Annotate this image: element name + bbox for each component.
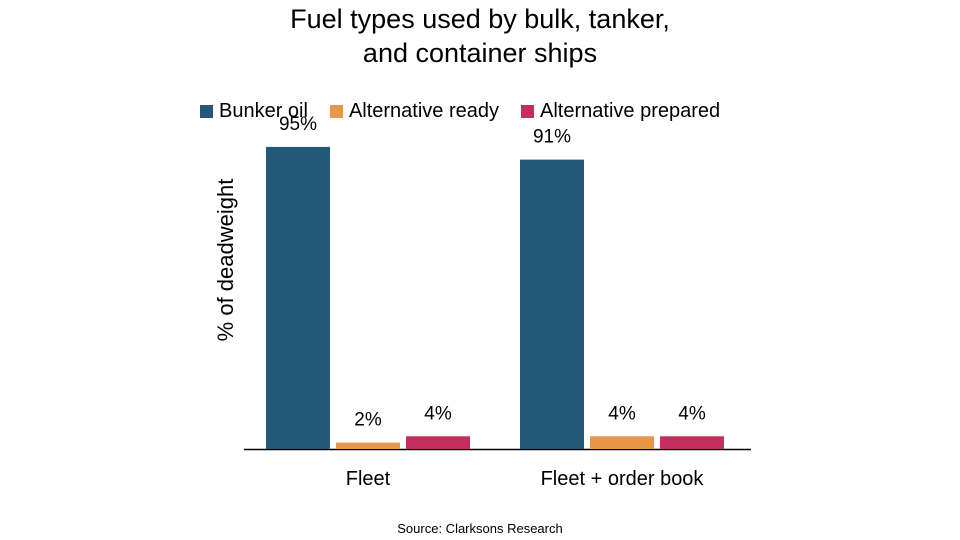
data-label-alternative-prepared-0: 4% [424, 403, 452, 424]
x-tick-label-1: Fleet + order book [541, 468, 705, 490]
source-note: Source: Clarksons Research [397, 521, 563, 536]
legend-item-alternative-ready: Alternative ready [329, 99, 500, 123]
legend-swatch-bunker-oil [200, 104, 213, 118]
legend-label-alternative-ready: Alternative ready [348, 99, 500, 122]
legend-label-bunker-oil: Bunker oil [219, 99, 308, 122]
legend-item-alternative-prepared: Alternative prepared [521, 100, 720, 123]
bar-bunker-oil-0 [266, 146, 330, 449]
data-label-bunker-oil-0: 95% [279, 114, 317, 135]
data-label-bunker-oil-1: 91% [533, 127, 571, 148]
bar-alternative-prepared-0 [406, 436, 470, 449]
bar-alternative-ready-1 [590, 436, 654, 449]
bar-alternative-prepared-1 [660, 436, 724, 449]
legend-label-alternative-prepared: Alternative prepared [540, 99, 721, 122]
bar-bunker-oil-1 [520, 159, 584, 449]
chart-title: Fuel types used by bulk, tanker, and con… [290, 4, 670, 68]
legend-swatch-alternative-ready [329, 104, 343, 118]
data-label-alternative-prepared-1: 4% [678, 403, 706, 424]
legend-swatch-alternative-prepared [521, 104, 535, 118]
bar-alternative-ready-0 [336, 442, 400, 449]
x-tick-label-0: Fleet [346, 468, 391, 490]
data-label-alternative-ready-1: 4% [608, 403, 636, 424]
legend-item-bunker-oil: Bunker oil [200, 100, 308, 123]
legend: Bunker oil Alternative ready Alternative… [200, 97, 742, 125]
data-label-alternative-ready-0: 2% [354, 410, 382, 431]
